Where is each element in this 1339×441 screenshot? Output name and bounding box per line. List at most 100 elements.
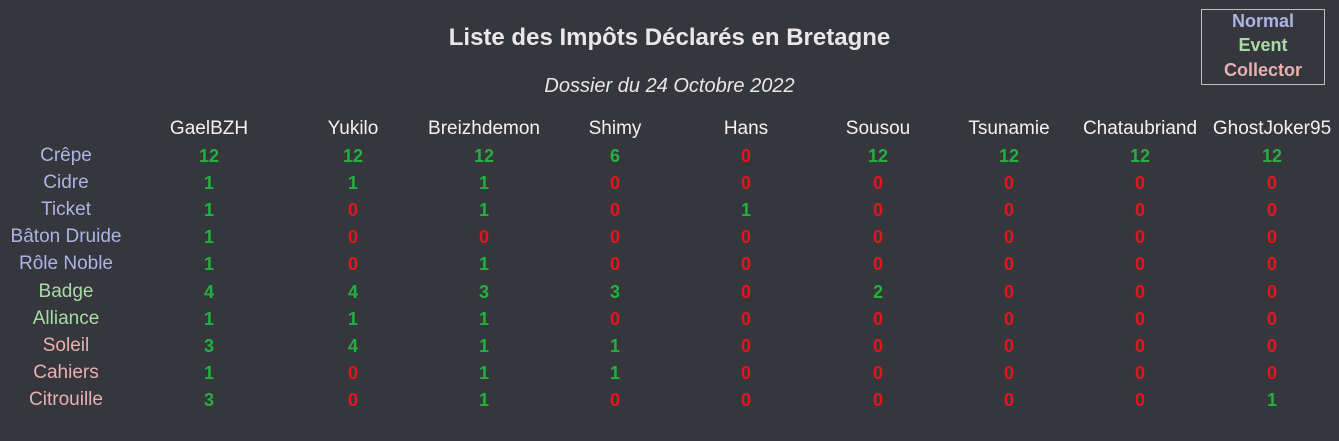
table-cell: 2 — [872, 281, 884, 302]
table-cell: 12 — [1129, 146, 1151, 166]
row-label: Soleil — [42, 334, 90, 356]
legend-item-collector: Collector — [1223, 60, 1302, 80]
table-cell: 0 — [1134, 173, 1146, 194]
table-cell: 0 — [1134, 254, 1146, 275]
table-cell: 1 — [203, 173, 215, 194]
table-cell: 0 — [872, 173, 884, 194]
table-cell: 3 — [609, 281, 621, 302]
column-header: Tsunamie — [968, 118, 1050, 139]
legend-item-normal: Normal — [1231, 11, 1294, 31]
table-cell: 1 — [478, 254, 490, 275]
column-header: Hans — [723, 118, 769, 139]
table-cell: 0 — [1003, 173, 1015, 194]
table-cell: 0 — [740, 335, 752, 356]
table-cell: 12 — [867, 146, 889, 166]
table-cell: 12 — [1261, 146, 1283, 166]
table-cell: 0 — [347, 227, 359, 248]
table-cell: 12 — [473, 146, 495, 166]
legend: Normal Event Collector — [1201, 9, 1325, 85]
table-cell: 0 — [1003, 308, 1015, 329]
table-cell: 0 — [740, 281, 752, 302]
table-cell: 1 — [478, 200, 490, 221]
table-cell: 0 — [740, 362, 752, 383]
table-cell: 0 — [1003, 281, 1015, 302]
table-cell: 0 — [1003, 335, 1015, 356]
table-cell: 1 — [609, 335, 621, 356]
table-cell: 1 — [347, 173, 359, 194]
table-cell: 1 — [203, 308, 215, 329]
table-cell: 4 — [203, 281, 215, 302]
table-cell: 0 — [1266, 227, 1278, 248]
row-label: Cahiers — [33, 361, 99, 383]
table-cell: 0 — [872, 227, 884, 248]
row-label: Ticket — [41, 199, 91, 221]
table-cell: 3 — [203, 389, 215, 410]
table-cell: 12 — [998, 146, 1020, 166]
table-cell: 0 — [740, 389, 752, 410]
table-cell: 0 — [872, 254, 884, 275]
table-cell: 0 — [609, 254, 621, 275]
row-label: Citrouille — [29, 388, 103, 410]
table-cell: 0 — [872, 362, 884, 383]
table-cell: 0 — [1266, 173, 1278, 194]
table-cell: 0 — [872, 308, 884, 329]
table-cell: 0 — [347, 389, 359, 410]
table-cell: 12 — [342, 146, 364, 166]
row-label: Badge — [38, 280, 94, 302]
table-cell: 0 — [1134, 335, 1146, 356]
legend-item-event: Event — [1238, 35, 1288, 55]
table-cell: 0 — [1003, 227, 1015, 248]
table-cell: 0 — [1134, 389, 1146, 410]
table-cell: 1 — [347, 308, 359, 329]
table-cell: 0 — [1134, 362, 1146, 383]
page-subtitle: Dossier du 24 Octobre 2022 — [544, 75, 795, 97]
table-cell: 0 — [1266, 308, 1278, 329]
table-cell: 4 — [347, 335, 359, 356]
table-cell: 0 — [609, 308, 621, 329]
table-cell: 0 — [347, 254, 359, 275]
table-cell: 1 — [478, 308, 490, 329]
table-cell: 1 — [478, 335, 490, 356]
table-cell: 0 — [1134, 200, 1146, 221]
table-cell: 0 — [1266, 335, 1278, 356]
table-cell: 1 — [609, 362, 621, 383]
table-cell: 0 — [1003, 254, 1015, 275]
table-cell: 1 — [478, 362, 490, 383]
table-cell: 6 — [609, 146, 621, 166]
row-label: Cidre — [43, 172, 89, 194]
table-cell: 0 — [347, 362, 359, 383]
table-cell: 0 — [1134, 308, 1146, 329]
table-cell: 0 — [1266, 254, 1278, 275]
table-cell: 0 — [347, 200, 359, 221]
table-cell: 0 — [1266, 362, 1278, 383]
column-header: GaelBZH — [169, 118, 249, 139]
column-header: Chataubriand — [1082, 118, 1198, 139]
table-cell: 0 — [872, 335, 884, 356]
table-cell: 0 — [1134, 227, 1146, 248]
table-cell: 1 — [203, 254, 215, 275]
column-header: GhostJoker95 — [1212, 118, 1332, 139]
table-cell: 0 — [478, 227, 490, 248]
table-cell: 1 — [478, 389, 490, 410]
table-cell: 0 — [740, 146, 752, 166]
table-cell: 0 — [740, 173, 752, 194]
table-cell: 12 — [198, 146, 220, 166]
table-cell: 1 — [740, 200, 752, 221]
row-label: Crêpe — [40, 145, 92, 166]
table-cell: 0 — [609, 227, 621, 248]
table-cell: 1 — [203, 227, 215, 248]
table-cell: 0 — [1003, 389, 1015, 410]
table-cell: 0 — [740, 308, 752, 329]
table-cell: 0 — [609, 389, 621, 410]
table-cell: 0 — [1266, 200, 1278, 221]
row-label: Alliance — [32, 307, 100, 329]
page-title: Liste des Impôts Déclarés en Bretagne — [448, 24, 891, 51]
column-header: Yukilo — [327, 118, 379, 139]
table-cell: 1 — [1266, 389, 1278, 410]
table-cell: 0 — [1266, 281, 1278, 302]
table-cell: 0 — [1003, 200, 1015, 221]
table-cell: 1 — [203, 200, 215, 221]
table-cell: 0 — [1134, 281, 1146, 302]
table-cell: 0 — [740, 254, 752, 275]
table-cell: 0 — [1003, 362, 1015, 383]
